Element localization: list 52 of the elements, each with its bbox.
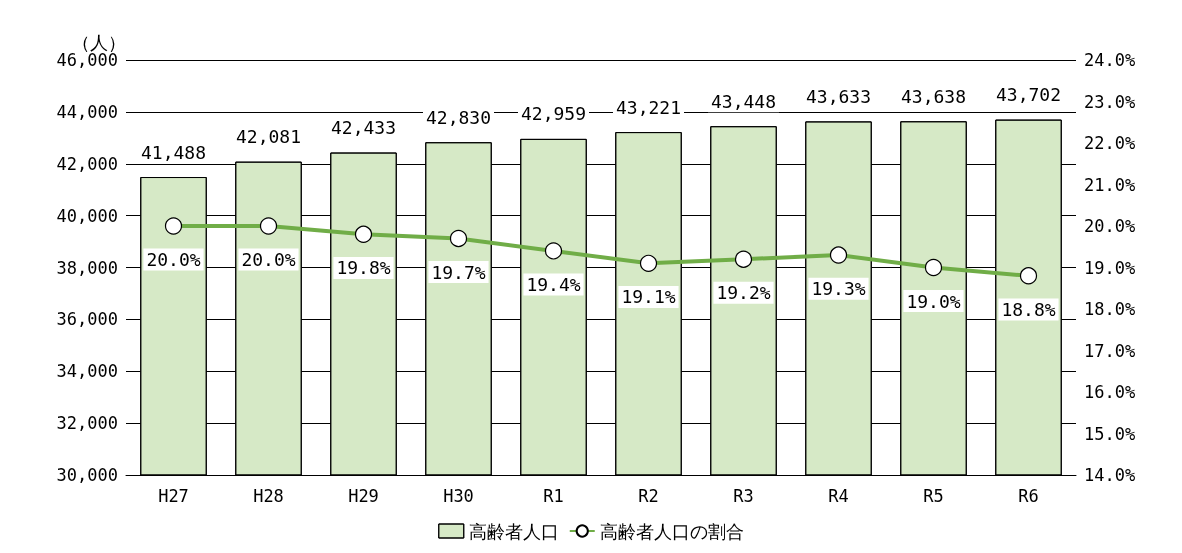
x-tick-label: H27	[158, 485, 189, 506]
y2-tick-label: 23.0%	[1084, 91, 1136, 112]
data-label: 42,081	[235, 126, 302, 148]
y-tick-label: 30,000	[56, 465, 118, 485]
y2-tick-label: 21.0%	[1084, 174, 1136, 195]
data-label: 19.2%	[716, 282, 771, 304]
x-tick-label: H28	[253, 485, 284, 506]
x-tick-label: R4	[828, 485, 849, 506]
y-tick-label: 34,000	[56, 361, 118, 382]
x-tick-label: H29	[348, 485, 379, 506]
legend-label: 高齢者人口	[468, 520, 559, 542]
y-tick-label: 42,000	[56, 153, 118, 174]
x-tick-label: R2	[638, 485, 659, 506]
y-tick-label: 44,000	[56, 101, 118, 122]
y-tick-label: 32,000	[56, 413, 118, 434]
y-tick-label: 38,000	[56, 257, 118, 278]
y2-tick-label: 14.0%	[1084, 465, 1136, 485]
legend-label: 高齢者人口の割合	[599, 520, 744, 542]
data-label: 42,433	[330, 117, 397, 139]
data-label: 18.8%	[1001, 298, 1056, 320]
x-tick-label: H30	[443, 485, 474, 506]
data-label: 41,488	[140, 141, 207, 163]
data-label: 19.0%	[906, 290, 961, 312]
x-tick-label: R1	[543, 485, 564, 506]
y2-tick-label: 15.0%	[1084, 423, 1136, 444]
y-axis-title: （人）	[72, 32, 126, 54]
y-tick-label: 40,000	[56, 205, 118, 226]
data-label: 19.1%	[621, 286, 676, 308]
data-label: 43,633	[805, 85, 872, 107]
x-tick-label: R3	[733, 485, 754, 506]
data-label: 43,638	[900, 85, 967, 107]
y2-tick-label: 22.0%	[1084, 133, 1136, 153]
data-label: 43,221	[615, 96, 682, 118]
x-tick-label: R5	[923, 485, 944, 506]
y2-tick-label: 24.0%	[1084, 50, 1136, 70]
data-label: 42,830	[425, 106, 492, 128]
data-label: 20.0%	[146, 249, 201, 271]
y-tick-label: 36,000	[56, 309, 118, 330]
y2-tick-label: 17.0%	[1084, 340, 1136, 361]
data-label: 19.7%	[431, 261, 486, 283]
y2-tick-label: 18.0%	[1084, 299, 1136, 319]
x-tick-label: R6	[1018, 485, 1039, 506]
data-label: 42,959	[520, 103, 587, 125]
data-label: 19.4%	[526, 274, 581, 295]
data-label: 20.0%	[241, 249, 296, 271]
data-label: 19.3%	[811, 278, 866, 300]
data-label: 19.8%	[336, 257, 391, 279]
data-label: 43,702	[995, 84, 1062, 106]
y2-tick-label: 20.0%	[1084, 216, 1136, 236]
y2-tick-label: 16.0%	[1084, 382, 1136, 402]
y2-tick-label: 19.0%	[1084, 257, 1136, 278]
data-label: 43,448	[710, 90, 777, 112]
